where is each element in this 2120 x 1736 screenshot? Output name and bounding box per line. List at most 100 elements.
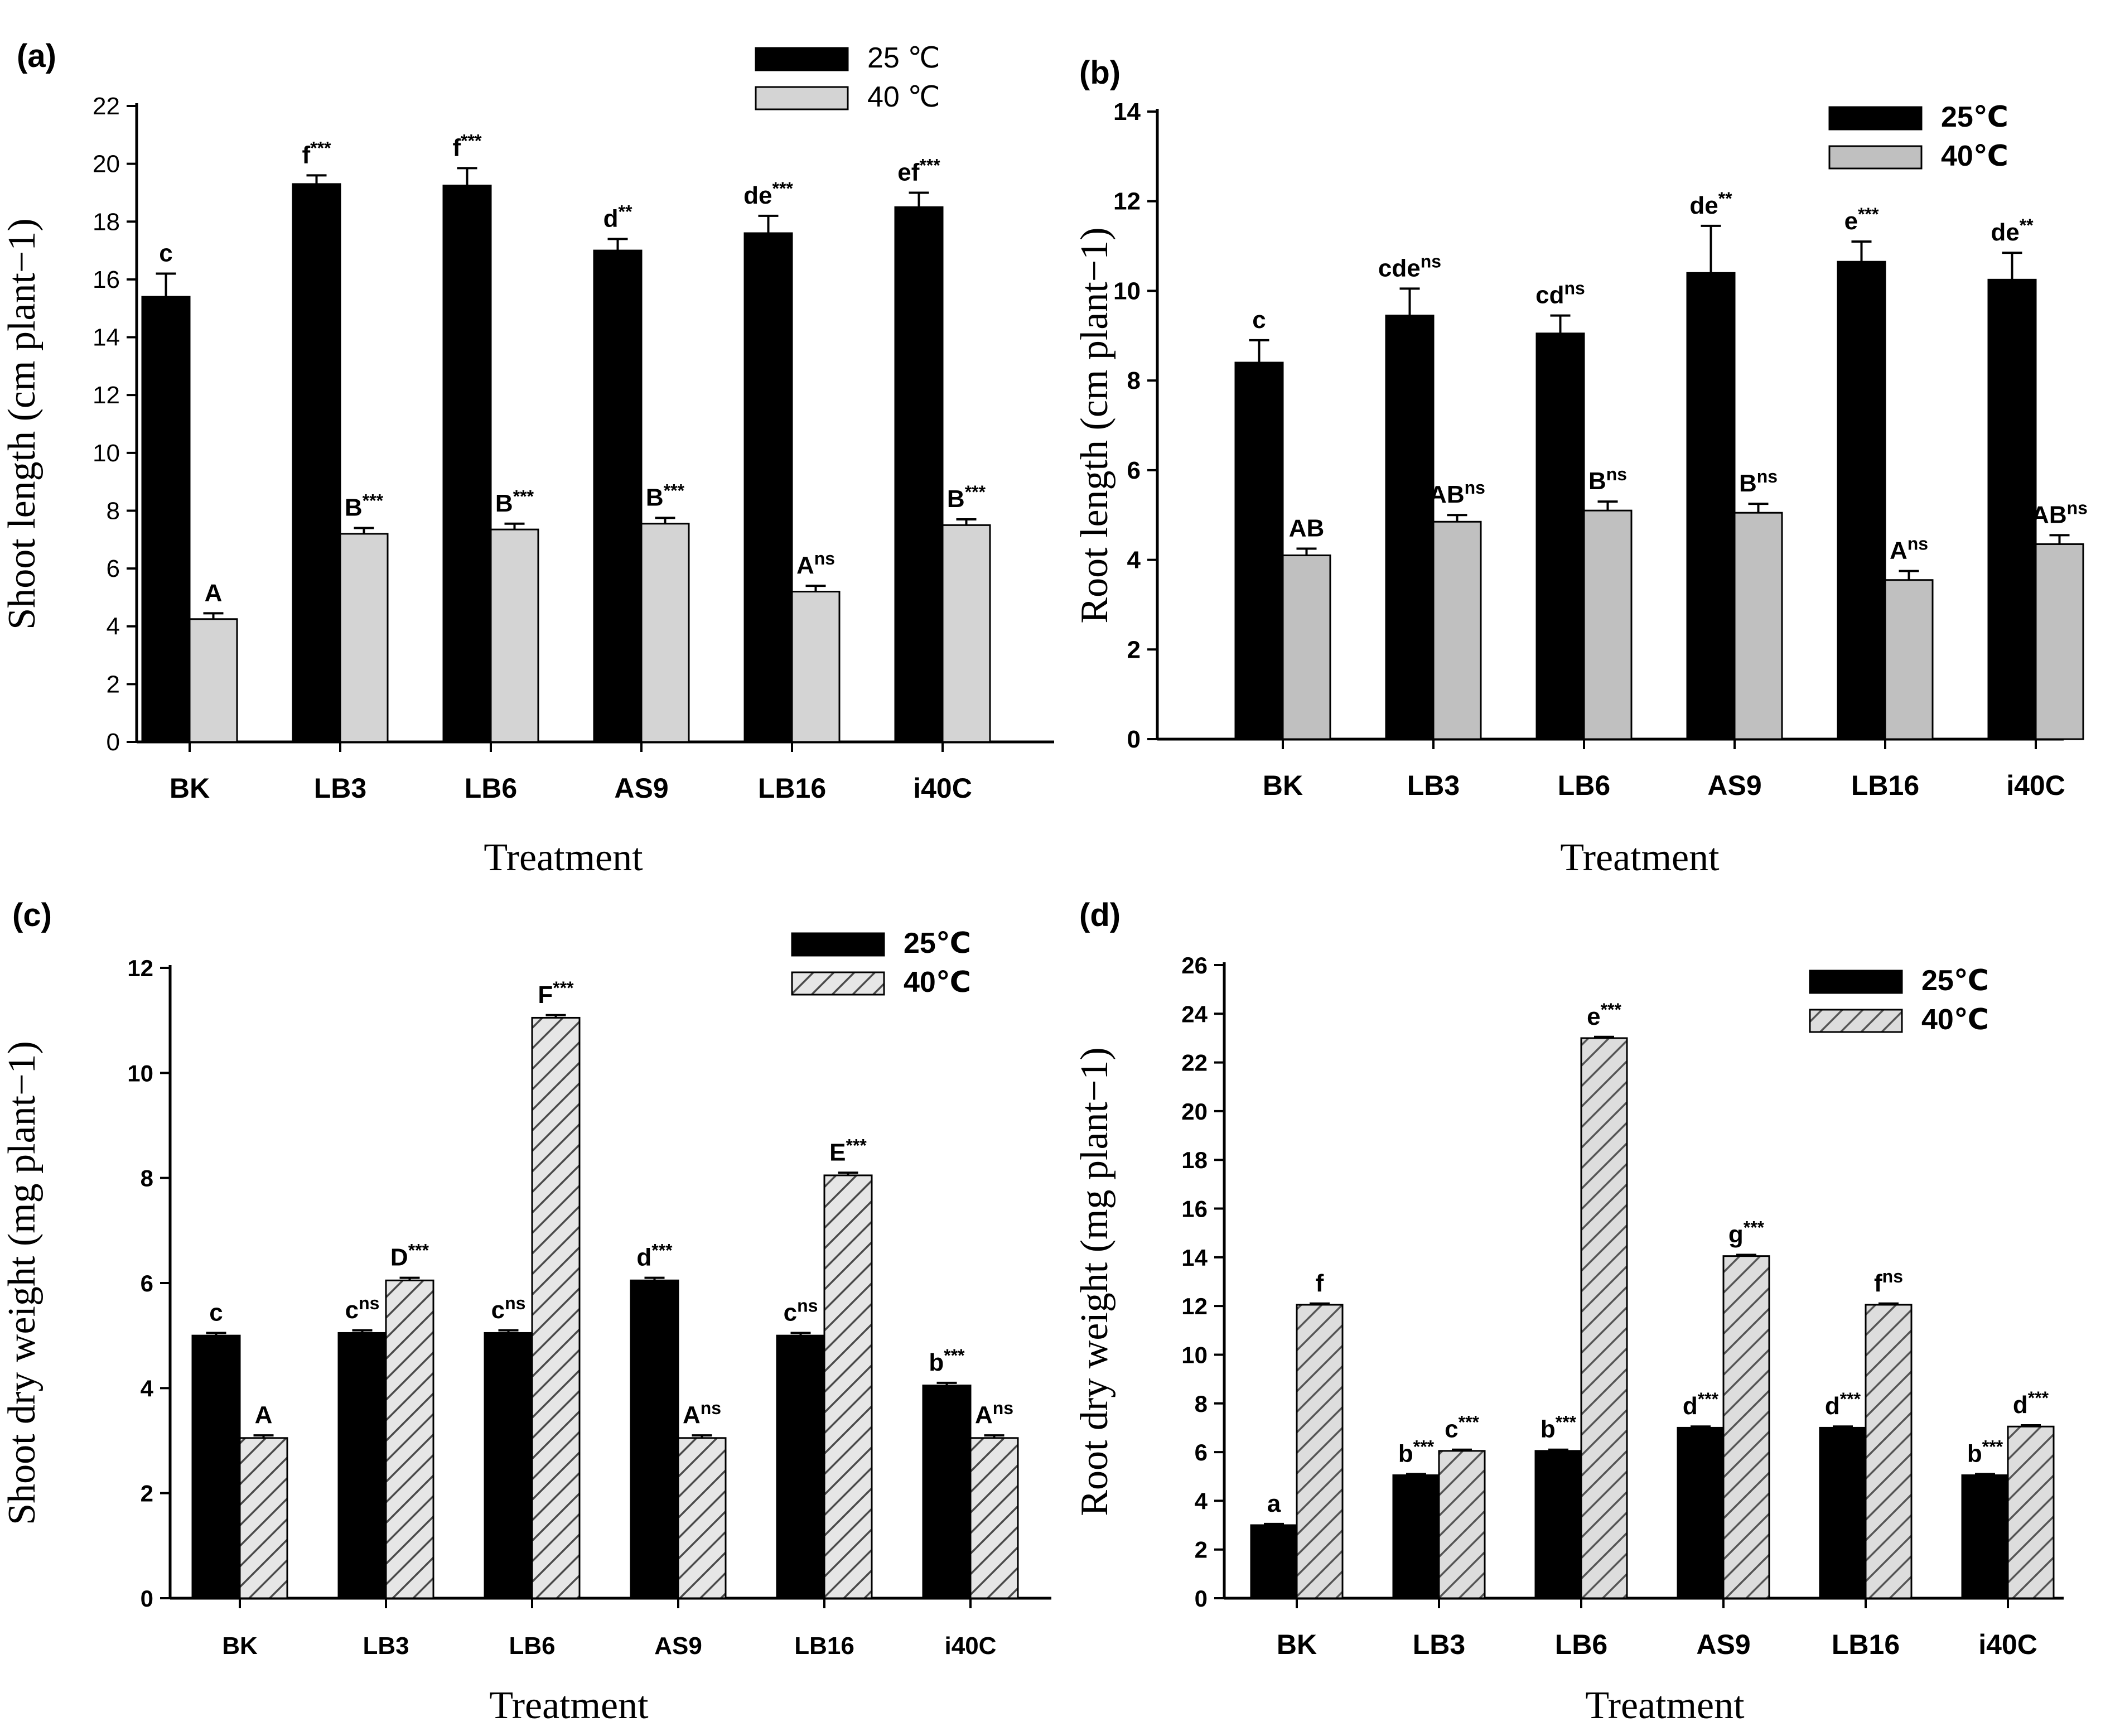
significance-label: c (209, 1299, 223, 1326)
y-tick-label: 4 (141, 1375, 154, 1401)
legend-swatch (1809, 970, 1903, 994)
x-tick-label: i40C (945, 1632, 997, 1660)
y-tick-label: 0 (141, 1585, 153, 1612)
y-tick-label: 4 (1127, 547, 1141, 574)
legend-label: 25℃ (904, 927, 971, 959)
significance-label: Bns (1588, 464, 1627, 495)
y-tick-label: 12 (93, 382, 120, 409)
bar-25c (1234, 361, 1284, 740)
y-tick-label: 18 (1181, 1147, 1208, 1173)
bar-25c (292, 183, 341, 743)
y-tick-label: 12 (1113, 188, 1141, 215)
y-tick-label: 6 (107, 555, 120, 582)
significance-label: e*** (1587, 1000, 1621, 1030)
y-axis-title: Shoot length (cm plant−1) (1, 218, 44, 629)
y-tick-label: 22 (93, 93, 120, 120)
significance-label: c*** (1445, 1412, 1479, 1443)
significance-label: B*** (646, 480, 685, 511)
bar-25c (776, 1334, 825, 1599)
significance-label: b*** (929, 1346, 965, 1376)
legend-swatch (1828, 145, 1923, 170)
bar-40c (677, 1437, 727, 1599)
y-tick-label: 10 (1181, 1342, 1208, 1368)
x-tick-label: BK (170, 773, 210, 804)
y-tick-label: 8 (1127, 367, 1141, 394)
x-tick-label: BK (222, 1632, 258, 1660)
significance-label: A (205, 579, 223, 606)
bar-25c (1385, 315, 1435, 740)
y-tick-label: 8 (107, 497, 120, 524)
bar-40c (1722, 1255, 1770, 1599)
legend-label: 25 ℃ (867, 42, 940, 74)
y-axis-title: Shoot dry weight (mg plant−1) (1, 1041, 44, 1525)
bar-40c (531, 1016, 581, 1599)
x-tick-label: AS9 (1707, 770, 1761, 801)
x-tick-label: LB16 (1851, 770, 1919, 801)
legend-label: 40℃ (904, 966, 971, 999)
x-tick-label: LB6 (1555, 1629, 1607, 1660)
significance-label: A (255, 1401, 273, 1429)
bar-25c (1535, 332, 1585, 740)
significance-label: Ans (1890, 534, 1928, 565)
legend: 25 ℃ 40 ℃ (755, 42, 940, 113)
significance-label: de*** (743, 179, 793, 209)
y-tick-label: 26 (1181, 952, 1208, 978)
x-tick-label: LB16 (758, 773, 826, 804)
bar-25c (630, 1279, 679, 1599)
legend-label: 25℃ (1921, 965, 1989, 997)
y-tick-label: 16 (93, 266, 120, 293)
significance-label: a (1267, 1490, 1281, 1517)
x-tick-label: AS9 (1696, 1629, 1750, 1660)
legend: 25℃40℃ (791, 927, 971, 999)
significance-label: c (159, 240, 172, 267)
bar-40c (1865, 1304, 1913, 1599)
significance-label: e*** (1844, 204, 1879, 235)
bar-40c (1438, 1450, 1486, 1599)
y-tick-label: 12 (127, 955, 153, 981)
y-tick-label: 8 (141, 1165, 153, 1192)
bar-25c (743, 232, 793, 743)
x-tick-label: i40C (1978, 1629, 2037, 1660)
significance-label: D*** (390, 1241, 429, 1271)
y-tick-label: 6 (141, 1270, 153, 1296)
y-tick-label: 10 (127, 1060, 153, 1086)
bar-25c (442, 185, 492, 743)
bar-40c (941, 524, 991, 743)
bar-40c (1583, 509, 1633, 740)
significance-label: de** (1991, 215, 2034, 246)
x-tick-label: LB16 (794, 1632, 854, 1660)
significance-label: cns (345, 1293, 380, 1324)
significance-label: ABns (2031, 498, 2088, 528)
significance-label: ef*** (897, 155, 940, 186)
x-tick-label: LB3 (1407, 770, 1460, 801)
y-tick-label: 10 (1113, 277, 1141, 305)
y-tick-label: 4 (1195, 1488, 1208, 1514)
bar-25c (593, 249, 643, 743)
x-tick-label: BK (1277, 1629, 1317, 1660)
significance-label: de** (1689, 189, 1732, 219)
significance-label: Bns (1739, 466, 1778, 497)
legend-swatch (755, 47, 849, 71)
significance-label: d*** (2013, 1388, 2049, 1419)
x-tick-label: LB16 (1832, 1629, 1900, 1660)
y-tick-label: 14 (1181, 1245, 1208, 1271)
bar-25c (1392, 1474, 1440, 1599)
y-tick-label: 4 (107, 613, 120, 640)
y-tick-label: 2 (107, 671, 120, 698)
y-tick-label: 10 (93, 440, 120, 467)
y-tick-label: 16 (1181, 1196, 1208, 1222)
bar-40c (239, 1437, 288, 1599)
bar-40c (969, 1437, 1019, 1599)
significance-label: Ans (975, 1398, 1013, 1429)
x-tick-label: BK (1263, 770, 1303, 801)
significance-label: d*** (636, 1241, 673, 1271)
y-tick-label: 18 (93, 208, 120, 235)
legend-label: 40℃ (1921, 1004, 1989, 1036)
y-tick-label: 14 (93, 324, 120, 351)
x-tick-label: LB6 (509, 1632, 555, 1660)
x-tick-label: i40C (2006, 770, 2065, 801)
y-tick-label: 22 (1181, 1050, 1208, 1076)
significance-label: d** (603, 201, 632, 232)
significance-label: B*** (495, 486, 534, 517)
